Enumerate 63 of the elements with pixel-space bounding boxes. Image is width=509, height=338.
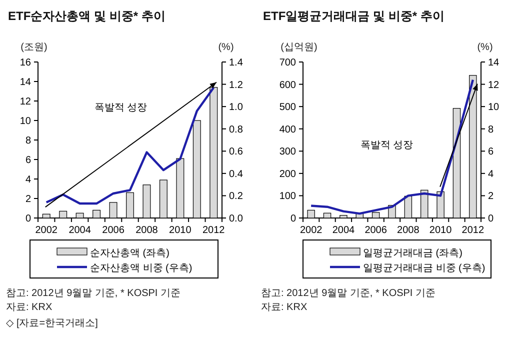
x-tick-label: 2010 [429, 225, 452, 236]
chart-title: ETF일평균거래대금 및 비중* 추이 [263, 9, 444, 23]
y2-tick-label: 0.4 [229, 168, 244, 180]
x-tick-label: 2002 [35, 225, 58, 236]
y-tick-label: 0 [290, 214, 296, 224]
legend-label: 순자산총액 (좌측) [90, 248, 170, 259]
y-tick-label: 0 [25, 214, 32, 224]
y2-tick-label: 1.0 [229, 102, 244, 114]
y-tick-label: 2 [25, 194, 32, 205]
x-tick-label: 2010 [169, 225, 192, 236]
x-tick-label: 2004 [68, 225, 92, 236]
y-tick-label: 100 [279, 191, 296, 202]
text: 참고: 2012년 9월말 기준, * KOSPI 기준 [6, 288, 180, 299]
text: 자료: KRX [6, 302, 52, 313]
y2-tick-label: 6 [488, 146, 494, 158]
y-tick-label: 8 [25, 136, 32, 146]
y-tick-label: 12 [20, 96, 32, 108]
y-tick-label: 10 [20, 116, 32, 127]
y2-tick-label: 1.4 [229, 58, 244, 68]
y2-tick-label: 8 [488, 124, 494, 136]
y2-tick-label: 14 [488, 58, 500, 68]
y-tick-label: 600 [279, 80, 296, 91]
x-tick-label: 2002 [300, 225, 323, 236]
x-tick-label: 2012 [202, 225, 226, 236]
x-tick-label: 2012 [462, 225, 484, 236]
y-tick-label: 200 [279, 168, 296, 180]
legend-label: 일평균거래대금 비중 (우측) [363, 263, 486, 274]
y-tick-label: 4 [25, 174, 32, 186]
y2-axis-title: (%) [477, 42, 493, 53]
y2-tick-label: 2 [488, 191, 494, 202]
y2-axis-title: (%) [218, 42, 234, 53]
y2-tick-label: 10 [488, 102, 500, 114]
y2-tick-label: 0.6 [229, 146, 244, 158]
y2-tick-label: 0.8 [229, 124, 244, 136]
text: 참고: 2012년 9월말 기준, * KOSPI 기준 [261, 288, 436, 299]
line-series [310, 78, 474, 215]
legend-label: 일평균거래대금 (좌측) [363, 248, 462, 259]
y-tick-label: 14 [20, 77, 32, 88]
text: 자료: KRX [261, 302, 308, 313]
y-tick-label: 16 [20, 58, 32, 68]
y-tick-label: 400 [279, 124, 296, 136]
y-tick-label: 6 [25, 155, 32, 166]
y2-tick-label: 1.2 [229, 80, 244, 91]
y-axis-title: (십억원) [280, 42, 318, 53]
annotation: 폭발적 성장 [94, 102, 148, 114]
y-tick-label: 700 [279, 58, 296, 68]
annotation: 폭발적 성장 [360, 140, 414, 151]
x-tick-label: 2008 [136, 225, 158, 236]
chart-title: ETF순자산총액 및 비중* 추이 [8, 9, 166, 23]
y-axis-title: (조원) [20, 42, 48, 53]
x-tick-label: 2008 [397, 225, 420, 236]
x-tick-label: 2004 [332, 225, 356, 236]
y2-tick-label: 4 [488, 168, 494, 180]
y-tick-label: 300 [279, 146, 296, 158]
y2-tick-label: 12 [488, 80, 500, 91]
x-tick-label: 2006 [102, 225, 125, 236]
y2-tick-label: 0 [488, 214, 494, 224]
x-tick-label: 2006 [364, 225, 388, 236]
y2-tick-label: 0.2 [229, 191, 244, 202]
y-tick-label: 500 [279, 102, 296, 114]
legend-label: 순자산총액 비중 (우측) [90, 263, 192, 274]
y2-tick-label: 0.0 [229, 214, 244, 224]
text: ◇ [자료=한국거래소] [6, 318, 98, 329]
